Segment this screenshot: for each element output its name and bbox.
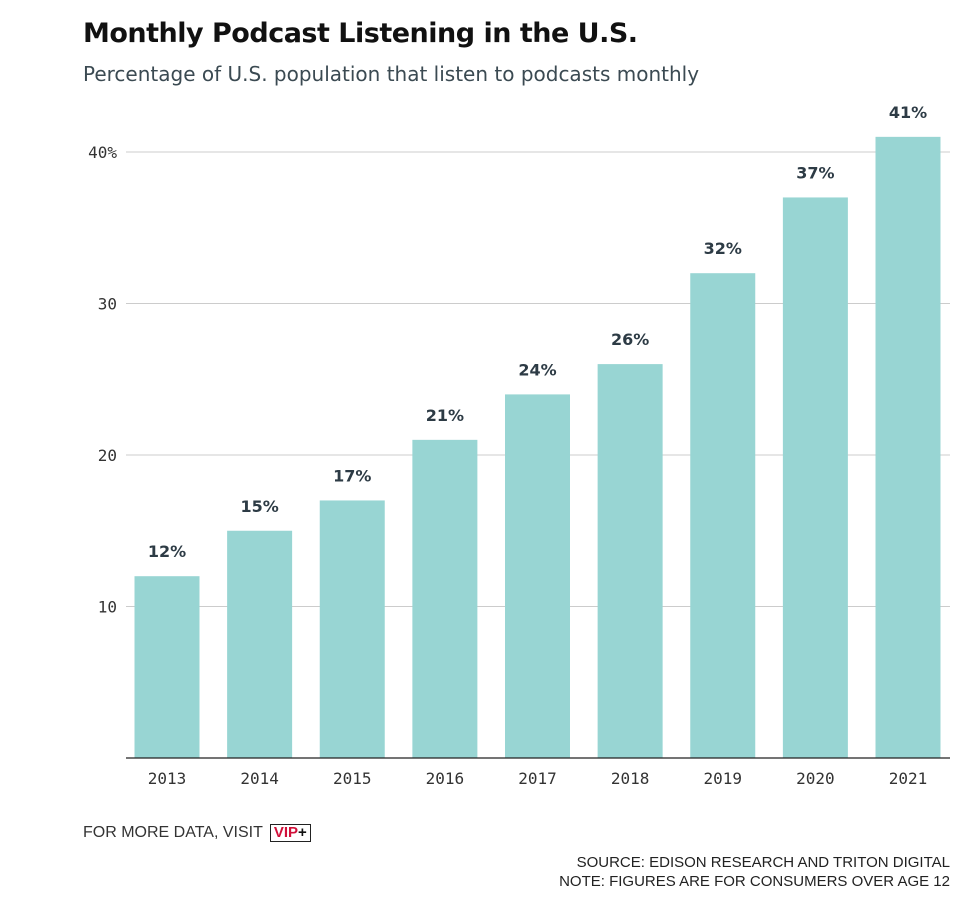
chart-subtitle: Percentage of U.S. population that liste… (83, 62, 700, 86)
bars (134, 136, 941, 759)
footer-visit: FOR MORE DATA, VISIT VIP+ (83, 824, 311, 842)
data-label: 37% (796, 163, 834, 182)
bar-2019 (690, 273, 756, 758)
axes: 10 20 30 40% 2013 2014 2015 2016 2017 2018 2019 202… (88, 143, 950, 788)
age-note: NOTE: FIGURES ARE FOR CONSUMERS OVER AGE… (559, 873, 950, 890)
bar-2013 (134, 576, 200, 758)
x-tick-label: 2018 (611, 769, 650, 788)
x-tick-label: 2021 (889, 769, 928, 788)
x-tick-label: 2014 (240, 769, 279, 788)
x-tick-label: 2013 (148, 769, 187, 788)
bar-2017 (505, 394, 570, 758)
x-tick-label: 2019 (703, 769, 742, 788)
bar-2020 (782, 197, 848, 758)
x-tick-label: 2015 (333, 769, 372, 788)
footer-notes: SOURCE: EDISON RESEARCH AND TRITON DIGIT… (559, 853, 950, 891)
y-tick-label: 30 (98, 295, 117, 314)
source-note: SOURCE: EDISON RESEARCH AND TRITON DIGIT… (576, 854, 950, 871)
visit-text: FOR MORE DATA, VISIT (83, 824, 263, 841)
data-label: 21% (426, 406, 464, 425)
data-label: 15% (240, 497, 278, 516)
data-labels: 12% 15% 17% 21% 24% 26% 32% 37% 41% (148, 103, 927, 561)
bar-2015 (319, 500, 385, 758)
plus-icon: + (298, 824, 307, 841)
data-label: 24% (518, 360, 556, 379)
data-label: 26% (611, 330, 649, 349)
y-tick-label: 40% (88, 143, 117, 162)
bar-2016 (412, 439, 478, 758)
x-tick-label: 2016 (426, 769, 465, 788)
data-label: 32% (704, 239, 742, 258)
x-tick-label: 2017 (518, 769, 557, 788)
x-tick-label: 2020 (796, 769, 835, 788)
bar-2018 (597, 364, 663, 758)
y-tick-label: 10 (98, 598, 117, 617)
bar-chart: 12% 15% 17% 21% 24% 26% 32% 37% 41% 10 20 30 40% 201… (88, 103, 950, 788)
bar-2021 (875, 136, 941, 759)
data-label: 17% (333, 466, 371, 485)
chart-title: Monthly Podcast Listening in the U.S. (83, 18, 638, 49)
vip-plus-link[interactable]: VIP+ (269, 824, 311, 842)
data-label: 12% (148, 542, 186, 561)
vip-label: VIP (273, 824, 299, 841)
y-tick-label: 20 (98, 446, 117, 465)
bar-2014 (227, 530, 293, 758)
data-label: 41% (889, 103, 927, 122)
